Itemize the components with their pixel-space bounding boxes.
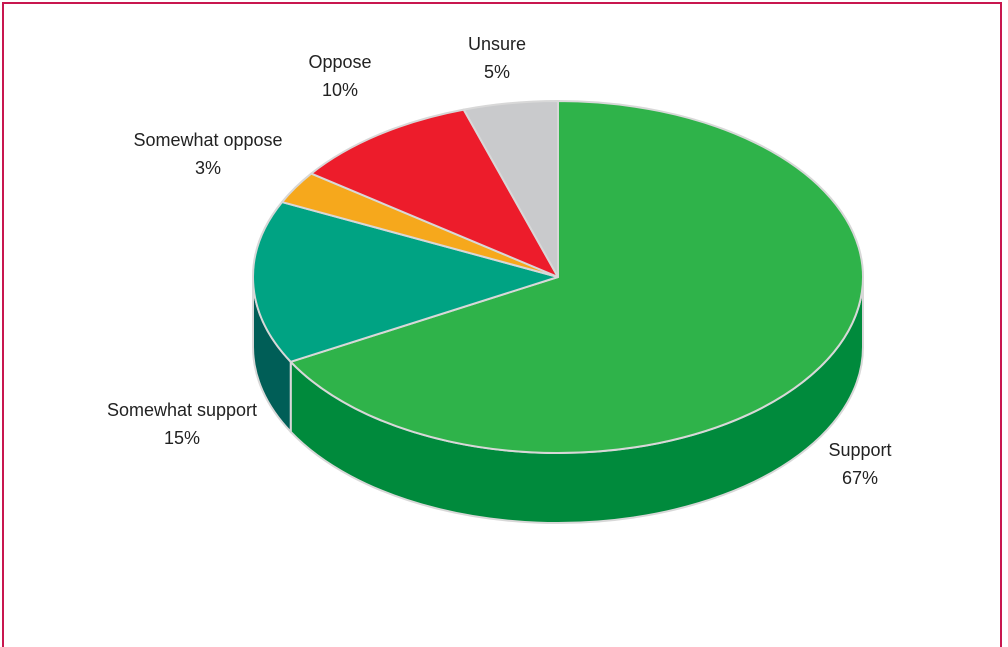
label-pct-unsure: 5% bbox=[484, 62, 510, 82]
label-somewhat-support: Somewhat support bbox=[107, 400, 257, 420]
label-support: Support bbox=[828, 440, 891, 460]
pie-slice-somewhat-support bbox=[252, 201, 559, 363]
pie-top-faces bbox=[252, 100, 864, 454]
label-oppose: Oppose bbox=[308, 52, 371, 72]
label-unsure: Unsure bbox=[468, 34, 526, 54]
pie-slice-support bbox=[289, 100, 864, 454]
pie-slice-unsure bbox=[462, 100, 559, 278]
pie-slice-oppose bbox=[310, 108, 559, 278]
label-pct-somewhat-support: 15% bbox=[164, 428, 200, 448]
label-pct-oppose: 10% bbox=[322, 80, 358, 100]
label-somewhat-oppose: Somewhat oppose bbox=[133, 130, 282, 150]
pie-labels: Support 67% Somewhat support 15% Somewhat op… bbox=[107, 34, 892, 488]
label-pct-somewhat-oppose: 3% bbox=[195, 158, 221, 178]
label-pct-support: 67% bbox=[842, 468, 878, 488]
